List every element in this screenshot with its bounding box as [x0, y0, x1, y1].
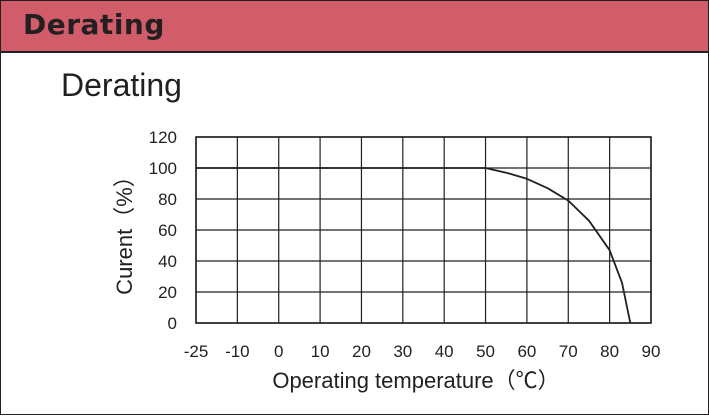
y-tick-label: 60 [158, 221, 177, 240]
section-title: Derating [23, 8, 165, 41]
plot-border [195, 136, 652, 324]
derating-curve [196, 167, 632, 324]
x-tick-label: 50 [476, 342, 495, 361]
x-tick-label: 0 [274, 342, 283, 361]
x-tick-label: 60 [517, 342, 536, 361]
y-tick-label: 100 [149, 159, 177, 178]
y-tick-label: 20 [158, 283, 177, 302]
x-tick-label: 20 [352, 342, 371, 361]
y-tick-label: 40 [158, 252, 177, 271]
section-header: Derating [1, 1, 708, 53]
x-tick-label: 70 [559, 342, 578, 361]
x-tick-label: 10 [311, 342, 330, 361]
x-tick-label: -25 [184, 342, 209, 361]
x-axis-title: Operating temperature（℃） [272, 368, 559, 393]
y-tick-label: 80 [158, 190, 177, 209]
y-tick-label: 0 [168, 314, 177, 333]
x-tick-label: 90 [642, 342, 661, 361]
y-axis-title: Curent（%） [112, 165, 137, 295]
x-tick-label: 80 [600, 342, 619, 361]
chart-title: Derating [61, 67, 182, 103]
x-tick-label: -10 [225, 342, 250, 361]
x-tick-label: 30 [393, 342, 412, 361]
x-tick-label: 40 [435, 342, 454, 361]
y-tick-label: 120 [149, 128, 177, 147]
